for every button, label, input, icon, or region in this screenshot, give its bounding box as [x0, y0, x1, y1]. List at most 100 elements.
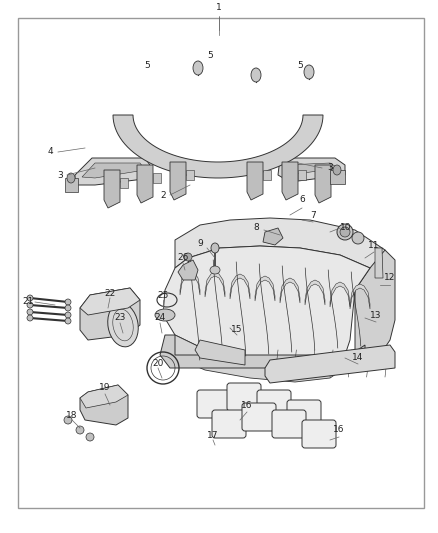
FancyBboxPatch shape: [227, 383, 261, 411]
Polygon shape: [168, 335, 345, 382]
Text: 5: 5: [207, 51, 213, 60]
Polygon shape: [247, 162, 263, 200]
Text: 18: 18: [66, 410, 78, 419]
Polygon shape: [175, 218, 390, 270]
Text: 26: 26: [177, 254, 189, 262]
Text: 5: 5: [144, 61, 150, 69]
Text: 9: 9: [197, 238, 203, 247]
Ellipse shape: [65, 305, 71, 311]
Polygon shape: [178, 260, 198, 280]
Polygon shape: [350, 284, 370, 309]
FancyBboxPatch shape: [242, 403, 276, 431]
Ellipse shape: [27, 302, 33, 308]
Polygon shape: [263, 228, 283, 245]
Text: 25: 25: [157, 290, 169, 300]
Text: 15: 15: [231, 326, 243, 335]
Polygon shape: [355, 250, 395, 358]
Text: 13: 13: [370, 311, 382, 319]
Text: 14: 14: [352, 353, 364, 362]
Ellipse shape: [251, 68, 261, 82]
Ellipse shape: [65, 299, 71, 305]
Text: 22: 22: [104, 288, 116, 297]
Text: 6: 6: [299, 196, 305, 205]
Polygon shape: [186, 170, 194, 180]
FancyBboxPatch shape: [197, 390, 231, 418]
Ellipse shape: [155, 309, 175, 321]
Ellipse shape: [65, 318, 71, 324]
Polygon shape: [255, 276, 275, 301]
Polygon shape: [315, 165, 331, 203]
Polygon shape: [330, 170, 345, 184]
Text: 3: 3: [57, 171, 63, 180]
Ellipse shape: [108, 303, 138, 347]
Ellipse shape: [67, 173, 75, 183]
Text: 16: 16: [241, 400, 253, 409]
Polygon shape: [160, 335, 365, 368]
FancyBboxPatch shape: [212, 410, 246, 438]
Polygon shape: [298, 170, 306, 180]
Ellipse shape: [211, 243, 219, 253]
Polygon shape: [330, 282, 350, 307]
Polygon shape: [104, 170, 120, 208]
Polygon shape: [263, 170, 271, 180]
Polygon shape: [80, 385, 128, 425]
Text: 11: 11: [368, 240, 380, 249]
FancyBboxPatch shape: [302, 420, 336, 448]
Text: 16: 16: [333, 425, 345, 434]
Ellipse shape: [27, 315, 33, 321]
Polygon shape: [80, 385, 128, 408]
Text: 3: 3: [327, 164, 333, 173]
FancyBboxPatch shape: [257, 390, 291, 418]
Text: 4: 4: [47, 148, 53, 157]
Ellipse shape: [337, 224, 353, 240]
Ellipse shape: [86, 433, 94, 441]
Polygon shape: [280, 278, 300, 303]
FancyBboxPatch shape: [272, 410, 306, 438]
Ellipse shape: [304, 65, 314, 79]
Polygon shape: [80, 288, 140, 315]
Ellipse shape: [333, 165, 341, 175]
Text: 1: 1: [216, 4, 222, 12]
Polygon shape: [65, 178, 78, 192]
Polygon shape: [137, 165, 153, 203]
Polygon shape: [113, 115, 323, 178]
Text: 12: 12: [384, 273, 396, 282]
Polygon shape: [80, 288, 140, 340]
Text: 8: 8: [253, 223, 259, 232]
Polygon shape: [205, 272, 225, 297]
Text: 24: 24: [154, 313, 166, 322]
Ellipse shape: [27, 309, 33, 315]
Polygon shape: [82, 163, 145, 178]
Text: 23: 23: [114, 313, 126, 322]
Polygon shape: [375, 248, 383, 278]
Text: 20: 20: [152, 359, 164, 367]
Polygon shape: [285, 163, 338, 175]
Text: 19: 19: [99, 384, 111, 392]
Ellipse shape: [193, 61, 203, 75]
Text: 7: 7: [310, 211, 316, 220]
Ellipse shape: [352, 232, 364, 244]
Polygon shape: [230, 274, 250, 299]
Polygon shape: [170, 162, 186, 200]
Polygon shape: [75, 158, 152, 185]
Ellipse shape: [184, 253, 192, 261]
Ellipse shape: [27, 295, 33, 301]
Text: 2: 2: [160, 190, 166, 199]
Polygon shape: [163, 246, 370, 368]
Polygon shape: [195, 340, 245, 365]
Polygon shape: [265, 345, 395, 383]
Ellipse shape: [340, 227, 350, 237]
Ellipse shape: [210, 266, 220, 274]
Text: 10: 10: [340, 223, 352, 232]
Polygon shape: [120, 178, 128, 188]
Polygon shape: [278, 158, 345, 182]
Polygon shape: [282, 162, 298, 200]
Polygon shape: [331, 173, 339, 183]
Ellipse shape: [76, 426, 84, 434]
Ellipse shape: [65, 312, 71, 318]
Ellipse shape: [64, 416, 72, 424]
Text: 5: 5: [297, 61, 303, 69]
Polygon shape: [153, 173, 161, 183]
Text: 17: 17: [207, 431, 219, 440]
FancyBboxPatch shape: [287, 400, 321, 428]
